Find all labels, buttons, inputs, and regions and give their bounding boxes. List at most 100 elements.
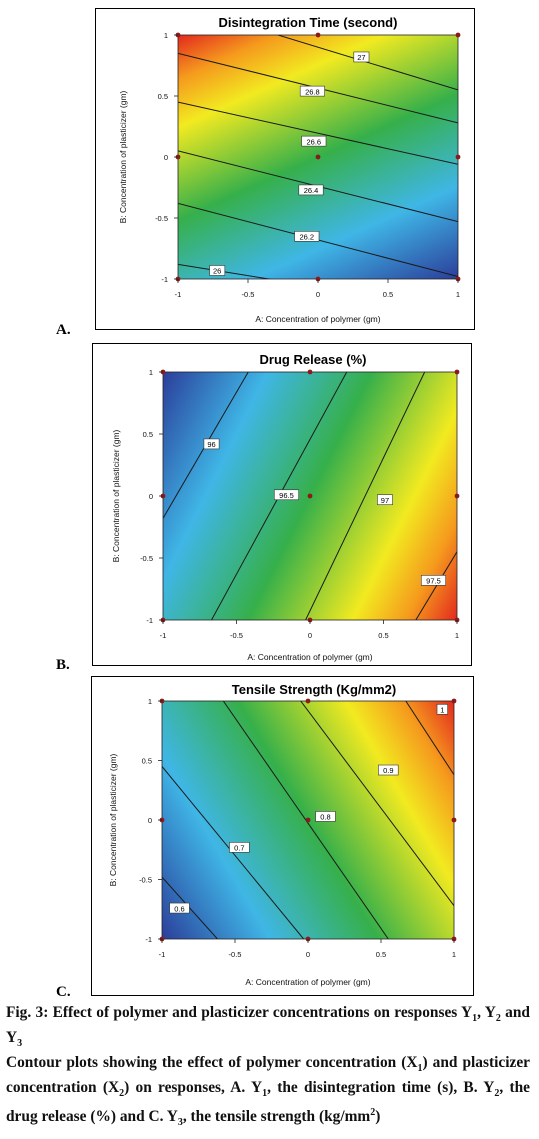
contour-label-box — [169, 902, 190, 914]
chart-panel-a: 26 26.2 26.4 26.6 26.8 27 -1 -0.5 0 0.5 1 -1 -0.5 0 0.… — [95, 8, 475, 330]
contour-line — [162, 876, 218, 939]
x-tick-label: 0.5 — [376, 950, 386, 959]
contour-line — [415, 551, 457, 620]
contour-label: 0.6 — [174, 904, 184, 913]
x-tick-label: -0.5 — [229, 950, 242, 959]
x-tick-label: -1 — [160, 631, 167, 640]
figure-title: Fig. 3: Effect of polymer and plasticize… — [6, 1004, 530, 1050]
design-point — [307, 493, 313, 499]
contour-label: 0.7 — [234, 844, 244, 853]
x-axis-label: A: Concentration of polymer (gm) — [245, 977, 370, 987]
y-tick-label: 1 — [164, 31, 168, 40]
y-axis-label: B: Concentration of plasticizer (gm) — [111, 429, 121, 562]
contour-label-box — [229, 842, 250, 853]
contour-label: 26.6 — [306, 137, 321, 146]
contour-label-box — [420, 575, 446, 586]
y-tick-label: -1 — [146, 616, 153, 625]
contour-line — [405, 701, 454, 776]
contour-line — [300, 701, 454, 906]
design-point — [307, 369, 313, 375]
design-point — [455, 154, 461, 160]
contour-label-box — [378, 764, 399, 776]
contour-label-box — [315, 811, 336, 822]
contour-label-box — [298, 184, 324, 196]
x-tick-label: -1 — [175, 290, 182, 299]
contour-label: 27 — [357, 53, 365, 62]
y-tick-label: 0.5 — [142, 757, 152, 766]
design-point — [451, 698, 457, 704]
design-point — [315, 154, 321, 160]
contour-label-box — [209, 265, 226, 276]
figure-description: Contour plots showing the effect of poly… — [6, 1054, 530, 1129]
design-point — [305, 817, 311, 823]
contour-label: 26.2 — [299, 233, 314, 242]
x-tick-label: 0.5 — [383, 290, 393, 299]
chart-panel-b: 96 96.5 97 97.5 -1 -0.5 0 0.5 1 -1 -0.5 0 0.5 1 Drug R… — [92, 343, 472, 666]
x-tick-label: 0.5 — [378, 631, 388, 640]
contour-line — [305, 372, 426, 620]
chart-panel-c: 0.6 0.7 0.8 0.9 1 -1 -0.5 0 0.5 1 -1 -0.5 0 0.5 1 Tensi… — [91, 676, 474, 996]
chart-title: Disintegration Time (second) — [219, 15, 398, 30]
x-axis-label: A: Concentration of polymer (gm) — [247, 652, 372, 662]
contour-label: 1 — [440, 706, 444, 715]
y-tick-label: 0 — [164, 153, 168, 162]
y-tick-label: 1 — [148, 697, 152, 706]
y-axis-label: B: Concentration of plasticizer (gm) — [108, 753, 118, 886]
x-tick-label: 1 — [452, 950, 456, 959]
panel-letter-c: C. — [56, 984, 71, 1000]
contour-label: 0.9 — [383, 766, 393, 775]
contour-chart-a: 26 26.2 26.4 26.6 26.8 27 -1 -0.5 0 0.5 1 -1 -0.5 0 0.… — [118, 15, 461, 324]
contour-label-box — [301, 135, 327, 147]
contour-label-box — [353, 51, 370, 63]
contour-label: 26.8 — [305, 87, 320, 96]
contour-line — [162, 766, 305, 939]
contour-label-box — [436, 704, 448, 715]
x-tick-label: 0 — [316, 290, 320, 299]
y-tick-label: -1 — [161, 275, 168, 284]
contour-label: 96 — [207, 440, 215, 449]
x-tick-label: -1 — [159, 950, 166, 959]
contour-label: 26.4 — [304, 186, 319, 195]
x-tick-label: 0 — [306, 950, 310, 959]
contour-chart-c: 0.6 0.7 0.8 0.9 1 -1 -0.5 0 0.5 1 -1 -0.5 0 0.5 1 Tensi… — [108, 682, 457, 987]
contour-label: 26 — [213, 267, 221, 276]
y-tick-label: 0.5 — [143, 430, 153, 439]
contour-line — [276, 35, 458, 91]
contour-label-box — [203, 438, 220, 450]
chart-title: Drug Release (%) — [260, 352, 367, 367]
contour-label: 97.5 — [426, 577, 441, 586]
x-tick-label: 0 — [308, 631, 312, 640]
x-tick-label: 1 — [455, 631, 459, 640]
y-tick-label: 1 — [149, 368, 153, 377]
y-tick-label: -1 — [145, 935, 152, 944]
contour-label: 0.8 — [320, 813, 330, 822]
contour-label: 97 — [381, 496, 389, 505]
contour-line — [178, 101, 458, 165]
y-tick-label: -0.5 — [155, 214, 168, 223]
design-point — [455, 32, 461, 38]
design-point — [315, 32, 321, 38]
contour-label-box — [273, 489, 299, 501]
contour-label: 96.5 — [279, 491, 294, 500]
y-tick-label: 0 — [149, 492, 153, 501]
panel-letter-a: A. — [56, 322, 71, 338]
design-point — [305, 698, 311, 704]
y-axis-label: B: Concentration of plasticizer (gm) — [118, 90, 128, 223]
contour-label-box — [377, 494, 393, 506]
design-point — [454, 493, 460, 499]
chart-title: Tensile Strength (Kg/mm2) — [232, 682, 396, 697]
figure-caption: Fig. 3: Effect of polymer and plasticize… — [6, 1003, 530, 1133]
x-tick-label: -0.5 — [242, 290, 255, 299]
contour-label-box — [294, 231, 320, 242]
design-point — [454, 369, 460, 375]
x-axis-label: A: Concentration of polymer (gm) — [255, 314, 380, 324]
x-tick-label: 1 — [456, 290, 460, 299]
y-tick-label: 0.5 — [158, 92, 168, 101]
y-tick-label: -0.5 — [139, 876, 152, 885]
contour-label-box — [299, 85, 325, 97]
panel-letter-b: B. — [56, 657, 70, 673]
contour-chart-b: 96 96.5 97 97.5 -1 -0.5 0 0.5 1 -1 -0.5 0 0.5 1 Drug R… — [111, 352, 460, 662]
y-tick-label: -0.5 — [140, 554, 153, 563]
y-tick-label: 0 — [148, 816, 152, 825]
x-tick-label: -0.5 — [230, 631, 243, 640]
